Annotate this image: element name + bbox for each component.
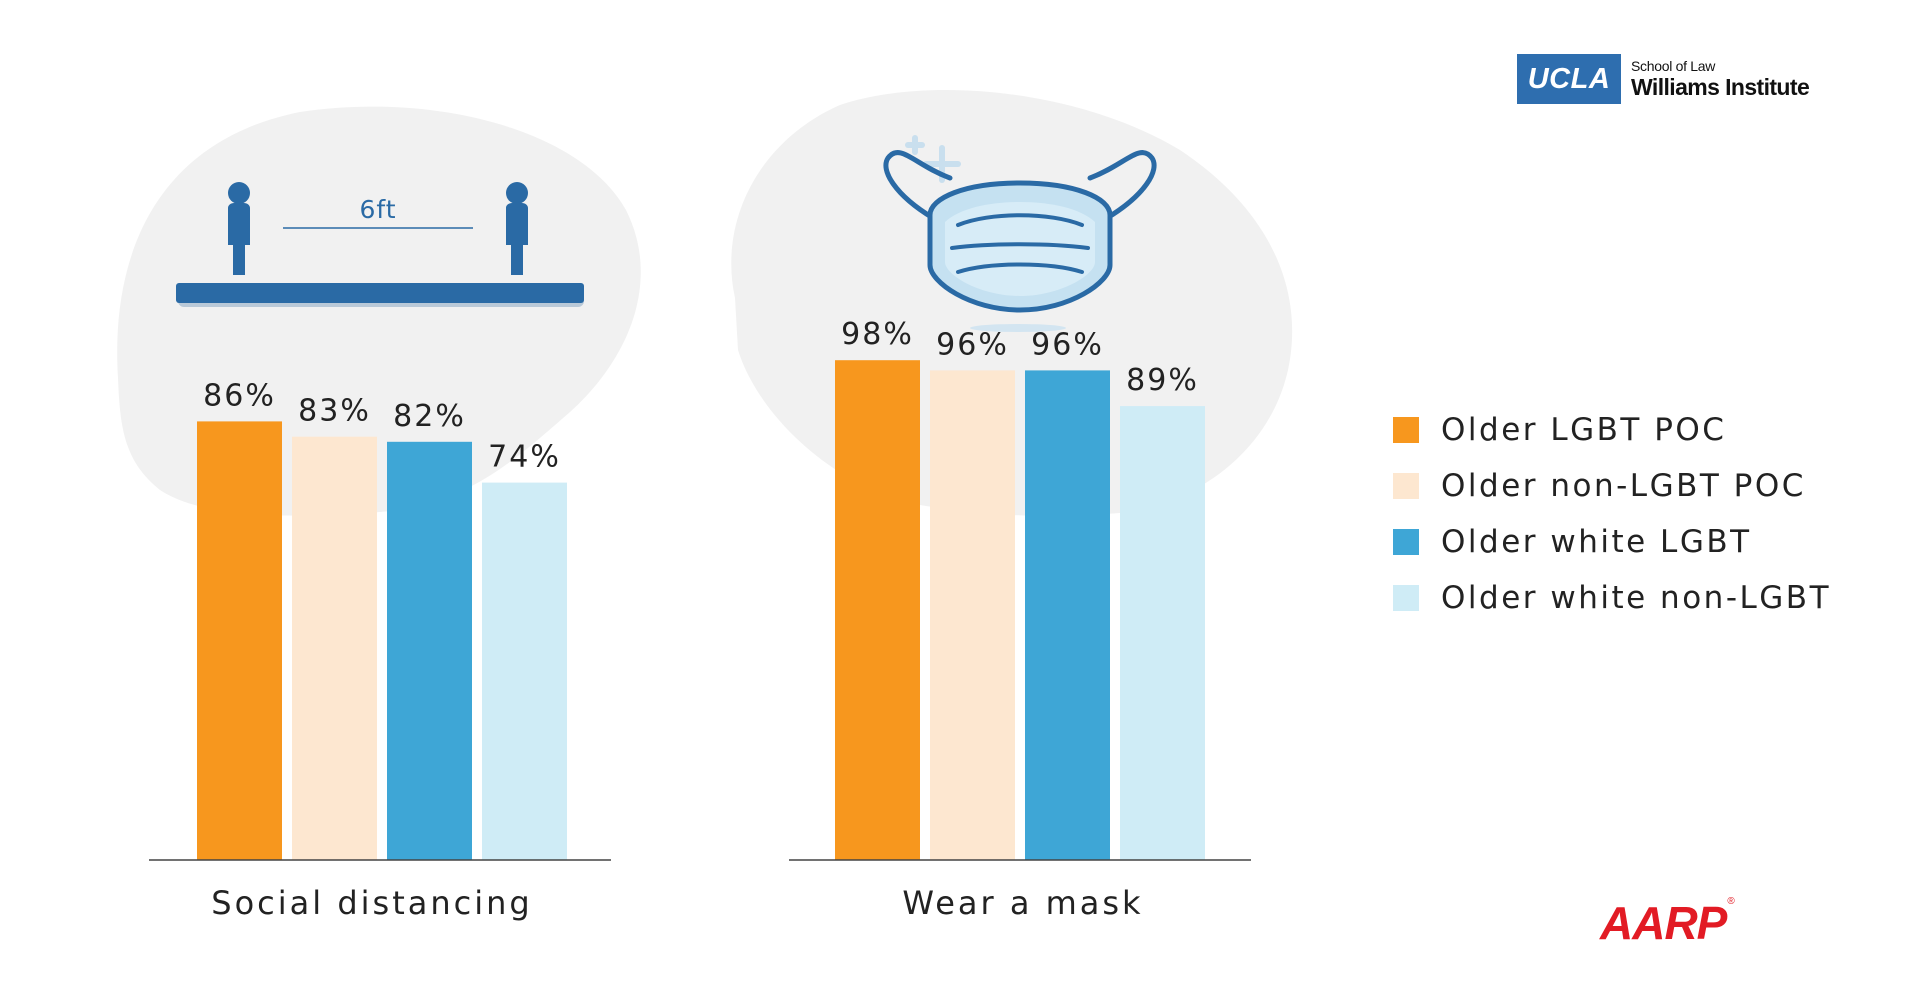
mask-pleat-1 (956, 213, 1084, 227)
legend-item: Older white LGBT (1393, 514, 1831, 570)
distance-label: 6ft (359, 195, 396, 224)
legend-label: Older non-LGBT POC (1441, 468, 1806, 504)
mask-shadow (970, 324, 1066, 332)
bars-group: 98% 96% 96% 89% (835, 317, 1205, 860)
face-mask-icon (883, 135, 1157, 332)
data-label: 89% (1126, 363, 1199, 398)
category-label-social-distancing: Social distancing (211, 884, 532, 922)
legend: Older LGBT POC Older non-LGBT POC Older … (1393, 402, 1831, 626)
bar (292, 436, 377, 860)
legend-item: Older white non-LGBT (1393, 570, 1831, 626)
person-icon-right (506, 182, 528, 275)
data-label: 82% (393, 399, 466, 434)
bars-group: 86% 83% 82% 74% (197, 378, 567, 860)
ground-platform (176, 283, 584, 303)
data-label: 83% (298, 394, 371, 429)
ucla-logo-box: UCLA (1517, 54, 1621, 104)
bar (1120, 406, 1205, 860)
legend-swatch (1393, 585, 1419, 611)
mask-pleat-3 (956, 262, 1084, 274)
legend-swatch (1393, 473, 1419, 499)
background-blob-left (117, 106, 641, 516)
mask-strap-right (1087, 150, 1157, 221)
ucla-logo-text: School of Law Williams Institute (1631, 58, 1810, 100)
registered-mark: ® (1727, 896, 1734, 907)
chart-social-distancing: 86% 83% 82% 74% Social distancing (149, 378, 611, 922)
data-label: 86% (203, 378, 276, 413)
school-of-law-label: School of Law (1631, 58, 1716, 74)
legend-swatch (1393, 529, 1419, 555)
person-icon-left (228, 182, 250, 275)
data-label: 98% (841, 317, 914, 352)
bar (197, 421, 282, 860)
data-label: 74% (488, 440, 561, 475)
chart-wear-a-mask: 98% 96% 96% 89% Wear a mask (789, 317, 1251, 922)
ucla-williams-institute-logo: UCLA School of Law Williams Institute (1517, 54, 1810, 104)
legend-label: Older white LGBT (1441, 524, 1752, 560)
data-label: 96% (936, 327, 1009, 362)
mask-pleat-2 (950, 242, 1090, 250)
bar (835, 360, 920, 860)
aarp-logo: AARP® (1600, 896, 1735, 950)
mask-inner-fold (945, 202, 1095, 296)
legend-swatch (1393, 417, 1419, 443)
legend-label: Older white non-LGBT (1441, 580, 1832, 616)
social-distancing-illustration: 6ft (176, 182, 584, 307)
bar (1025, 370, 1110, 860)
data-label: 96% (1031, 327, 1104, 362)
bar (482, 482, 567, 860)
bar (930, 370, 1015, 860)
bar (387, 441, 472, 860)
legend-item: Older non-LGBT POC (1393, 458, 1831, 514)
category-label-wear-a-mask: Wear a mask (902, 884, 1143, 922)
williams-institute-label: Williams Institute (1631, 74, 1810, 100)
legend-label: Older LGBT POC (1441, 412, 1727, 448)
mask-strap-left (883, 150, 953, 221)
legend-item: Older LGBT POC (1393, 402, 1831, 458)
aarp-logo-text: AARP (1600, 897, 1727, 949)
